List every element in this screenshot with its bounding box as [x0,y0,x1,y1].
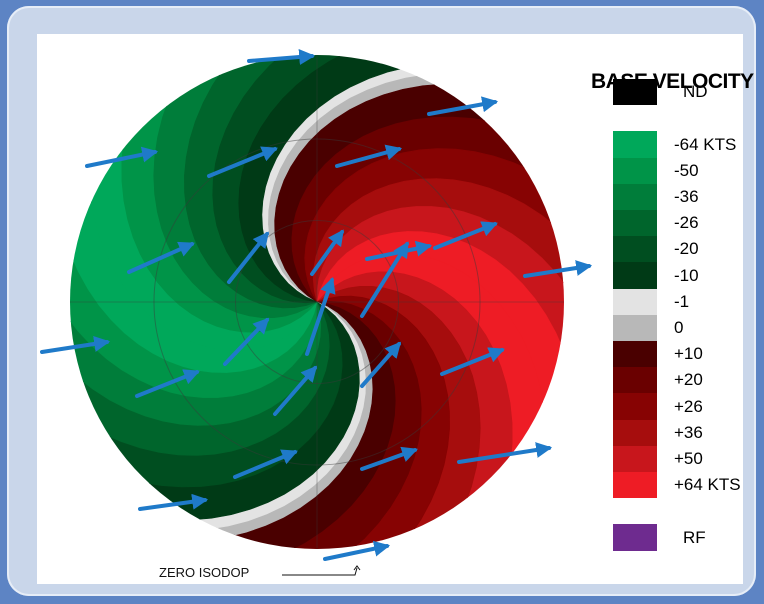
zero-isodop-arrowhead [353,565,361,571]
legend-swatch [613,236,657,263]
legend-label: +36 [674,422,703,442]
legend-label: -10 [674,265,699,285]
legend-label: -1 [674,291,690,311]
range-ring [234,219,400,385]
legend-swatch [613,262,657,290]
legend-swatch [613,210,657,237]
legend-swatch [613,314,657,342]
legend-label: +20 [674,370,703,390]
velocity-sector-outbound [238,55,549,303]
wind-arrow [233,449,298,479]
wind-arrow [138,493,209,511]
zero-isodop-label: ZERO ISODOP [159,565,250,580]
wind-arrow [427,96,499,116]
legend-swatch [613,183,657,211]
wind-arrow [135,369,200,398]
wind-arrow [360,341,402,388]
legend-swatch [613,131,657,159]
legend-swatch [613,445,657,473]
wind-arrow [323,540,391,561]
legend-swatch [613,419,657,447]
legend-label: -50 [674,160,699,180]
legend-label: RF [683,527,706,547]
wind-arrow [127,241,195,274]
velocity-diagram [40,49,593,576]
legend-label: +26 [674,396,703,416]
wind-arrow [440,347,505,376]
wind-arrow [457,442,553,464]
wind-arrow [207,146,278,178]
wind-arrow [40,336,111,354]
radar-disk [70,55,564,549]
wind-arrow [360,241,409,318]
wind-arrow [223,317,270,366]
wind-arrow [247,49,316,65]
legend-swatch [613,498,657,525]
wind-arrow [273,365,318,416]
wind-arrow [523,260,593,278]
legend-swatch [613,524,657,552]
wind-arrow [227,231,269,284]
zero-isodop-pointer [282,567,358,576]
legend-swatch [613,472,657,499]
legend-swatch [613,393,657,421]
legend-swatch [613,341,657,368]
legend-label: -26 [674,213,699,233]
wind-arrows [40,49,593,561]
legend-label: +50 [674,448,703,468]
wind-arrow [305,276,336,356]
legend-label: ND [683,82,708,102]
wind-arrow [85,146,159,168]
legend-label: -64 KTS [674,134,737,154]
legend-swatch [613,105,657,132]
wind-arrow [433,221,498,250]
legend-label: +64 KTS [674,475,741,495]
legend-label: -36 [674,186,699,206]
wind-arrow [310,229,344,276]
legend-label: +10 [674,344,703,364]
legend-swatch [613,367,657,394]
wind-arrow [360,446,419,471]
wind-arrow [335,144,403,168]
legend-swatch [613,288,657,316]
outer-frame: BASE VELOCITY ND -64 KTS -50 -36 -26 -20 -10 -1… [7,6,756,596]
legend-label: 0 [674,317,684,337]
figure-panel: BASE VELOCITY ND -64 KTS -50 -36 -26 -20 -10 -1… [37,34,754,584]
range-ring [153,138,481,466]
legend-label: -20 [674,239,699,259]
range-rings [70,55,564,549]
legend-swatch [613,79,657,106]
legend-swatch [613,157,657,185]
